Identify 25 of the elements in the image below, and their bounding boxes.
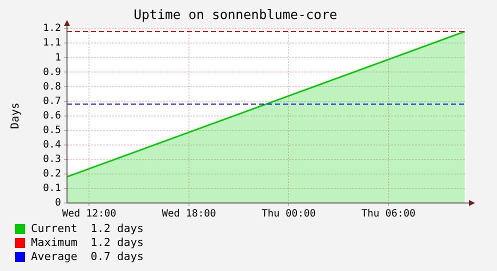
y-tick-label: 0.1 xyxy=(42,183,61,194)
chart-title: Uptime on sonnenblume-core xyxy=(134,8,338,24)
y-tick-label: 1 xyxy=(54,52,61,64)
legend-label: Current xyxy=(31,222,78,236)
x-tick-label: Wed 18:00 xyxy=(162,208,216,220)
y-tick-label: 0.8 xyxy=(42,81,61,92)
y-tick-label: 0.2 xyxy=(42,168,61,180)
y-axis-title: Days xyxy=(8,102,22,130)
text: 0.7 days xyxy=(90,250,144,264)
legend-label: Maximum xyxy=(31,236,78,250)
y-tick-label: 0.5 xyxy=(42,124,61,136)
y-tick-label: 0.9 xyxy=(42,66,61,78)
legend-label: Average xyxy=(31,250,78,264)
text: 1.2 days xyxy=(90,222,144,236)
text: 1.2 days xyxy=(90,236,144,250)
y-tick-label: 0.6 xyxy=(42,110,61,122)
x-tick-label: Thu 00:00 xyxy=(262,208,316,220)
y-tick-label: 0.7 xyxy=(42,96,61,107)
y-tick-label: 0.3 xyxy=(42,154,61,165)
y-tick-label: 0 xyxy=(54,198,61,209)
y-tick-label: 1.2 xyxy=(42,23,61,34)
y-tick-label: 0.4 xyxy=(42,139,61,150)
x-tick-label: Thu 06:00 xyxy=(361,208,416,220)
x-tick-label: Wed 12:00 xyxy=(62,208,116,220)
y-tick-label: 1.1 xyxy=(42,38,61,49)
